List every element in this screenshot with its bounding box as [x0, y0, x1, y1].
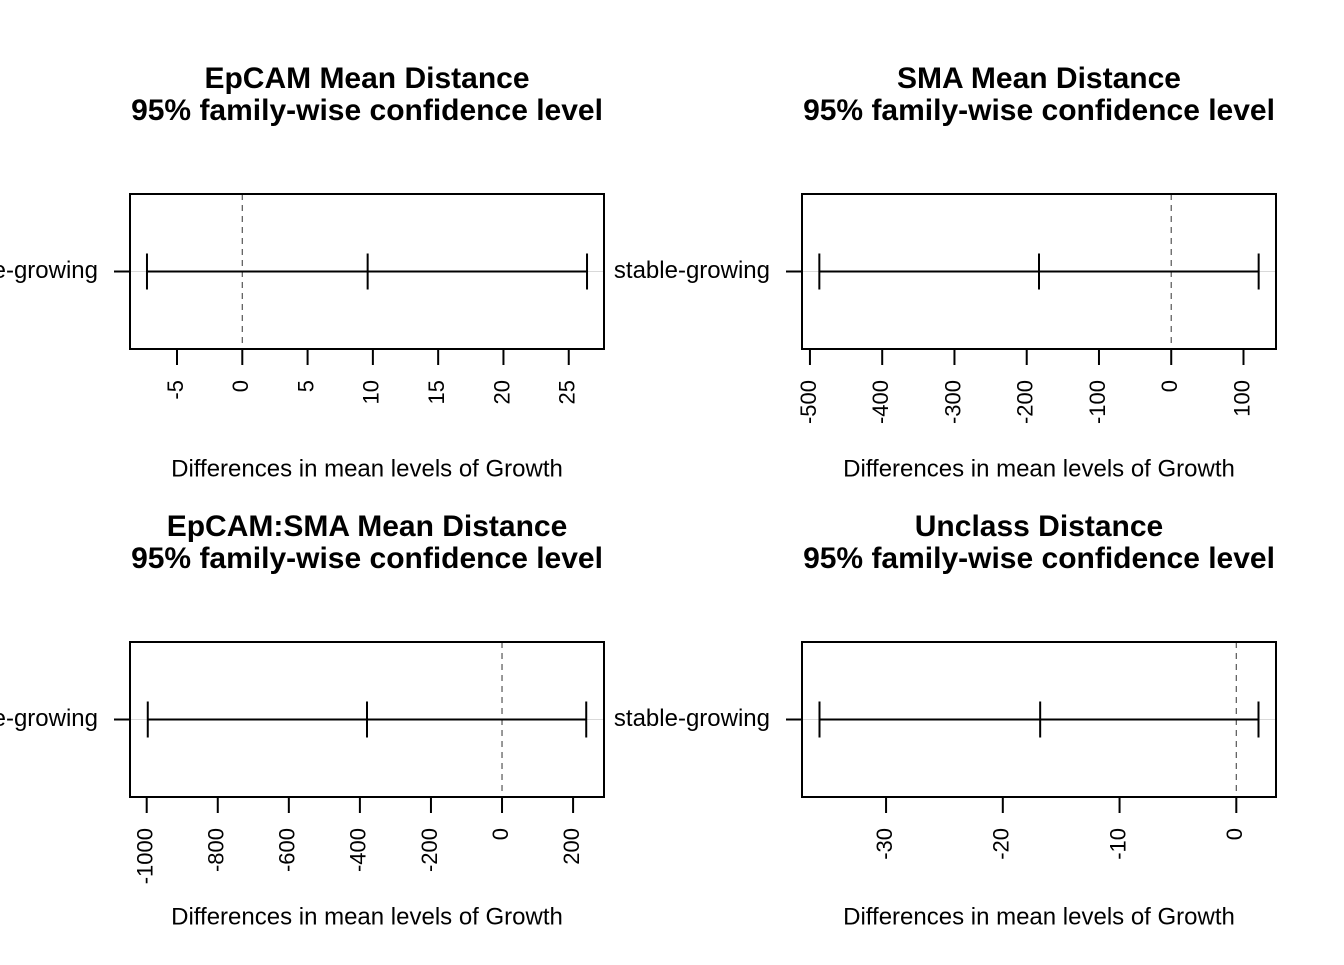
- y-tick-label: stable-growing: [614, 705, 770, 732]
- y-tick-label: stable-growing: [0, 257, 98, 284]
- x-tick-label: -600: [275, 828, 300, 872]
- x-tick-label: 20: [489, 380, 514, 404]
- y-tick-label: stable-growing: [0, 705, 98, 732]
- x-tick-label: 0: [228, 380, 253, 392]
- x-tick-label: -300: [940, 380, 965, 424]
- chart-subtitle: 95% family-wise confidence level: [131, 542, 603, 575]
- x-tick-label: -20: [989, 828, 1014, 860]
- x-tick-label: -5: [163, 380, 188, 400]
- chart-subtitle: 95% family-wise confidence level: [803, 542, 1275, 575]
- chart-title: SMA Mean Distance: [897, 62, 1181, 95]
- x-tick-label: 0: [1222, 828, 1247, 840]
- x-tick-label: -10: [1105, 828, 1130, 860]
- chart-title: EpCAM Mean Distance: [204, 62, 529, 95]
- x-tick-label: 200: [559, 828, 584, 865]
- x-tick-label: -500: [796, 380, 821, 424]
- x-tick-label: 15: [424, 380, 449, 404]
- chart-title: EpCAM:SMA Mean Distance: [167, 510, 568, 543]
- x-tick-label: -1000: [133, 828, 158, 884]
- x-axis-label: Differences in mean levels of Growth: [171, 903, 563, 930]
- y-tick-label: stable-growing: [614, 257, 770, 284]
- x-tick-label: 10: [359, 380, 384, 404]
- x-axis-label: Differences in mean levels of Growth: [843, 455, 1235, 482]
- x-tick-label: 5: [293, 380, 318, 392]
- x-tick-label: -400: [346, 828, 371, 872]
- x-tick-label: -100: [1085, 380, 1110, 424]
- x-axis-label: Differences in mean levels of Growth: [843, 903, 1235, 930]
- x-tick-label: -30: [872, 828, 897, 860]
- x-tick-label: 100: [1229, 380, 1254, 417]
- chart-subtitle: 95% family-wise confidence level: [131, 94, 603, 127]
- x-tick-label: -400: [868, 380, 893, 424]
- x-tick-label: 25: [555, 380, 580, 404]
- chart-subtitle: 95% family-wise confidence level: [803, 94, 1275, 127]
- x-axis-label: Differences in mean levels of Growth: [171, 455, 563, 482]
- chart-title: Unclass Distance: [915, 510, 1163, 543]
- x-tick-label: 0: [488, 828, 513, 840]
- x-tick-label: -200: [1013, 380, 1038, 424]
- x-tick-label: -800: [204, 828, 229, 872]
- x-tick-label: -200: [417, 828, 442, 872]
- x-tick-label: 0: [1157, 380, 1182, 392]
